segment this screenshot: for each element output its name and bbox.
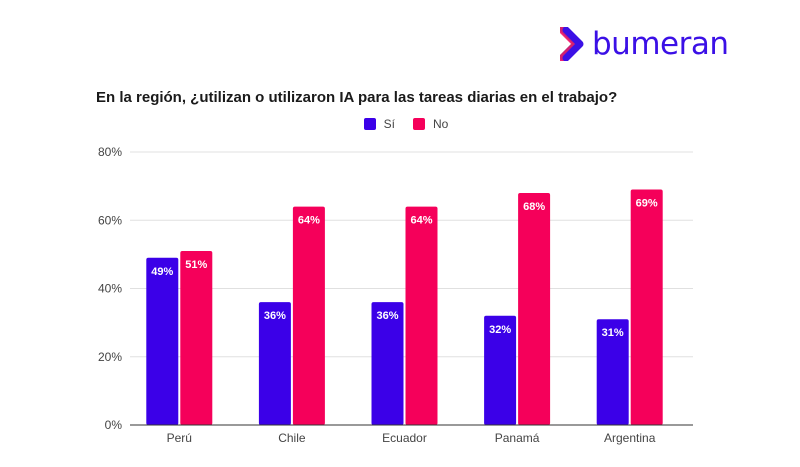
legend-swatch-no: [413, 118, 425, 130]
bar-no: [518, 192, 551, 425]
bar-no: [630, 189, 663, 425]
legend-label-no: No: [433, 117, 449, 131]
legend-label-si: Sí: [383, 117, 395, 131]
bar-no: [405, 206, 438, 425]
y-tick-label: 20%: [98, 350, 122, 364]
y-tick-label: 0%: [105, 418, 123, 432]
bumeran-logo: bumeran: [560, 22, 729, 66]
legend-item-no: No: [413, 117, 448, 131]
data-label: 36%: [376, 310, 398, 322]
bar-no: [180, 250, 213, 425]
legend-item-si: Sí: [363, 117, 395, 131]
data-label: 31%: [602, 327, 624, 339]
bar-si: [371, 302, 404, 425]
bar-si: [258, 302, 291, 425]
x-category-label: Ecuador: [382, 431, 427, 445]
chart-title: En la región, ¿utilizan o utilizaron IA …: [96, 89, 618, 106]
x-category-label: Chile: [278, 431, 306, 445]
y-tick-label: 80%: [98, 145, 122, 159]
y-tick-label: 60%: [98, 213, 122, 227]
x-category-label: Panamá: [495, 431, 540, 445]
data-label: 69%: [636, 198, 658, 210]
brand-name: bumeran: [592, 25, 729, 62]
chevron-right-logo-icon: [560, 27, 584, 61]
data-label: 51%: [185, 259, 207, 271]
bar-si: [146, 257, 179, 425]
bar-si: [484, 315, 517, 425]
data-label: 36%: [264, 310, 286, 322]
data-label: 49%: [151, 266, 173, 278]
data-label: 64%: [298, 215, 320, 227]
x-category-label: Perú: [167, 431, 192, 445]
chart-legend: Sí No: [0, 117, 800, 131]
y-tick-label: 40%: [98, 282, 122, 296]
data-label: 32%: [489, 324, 511, 336]
bar-no: [292, 206, 325, 425]
bar-si: [596, 319, 629, 425]
data-label: 68%: [523, 201, 545, 213]
x-category-label: Argentina: [604, 431, 656, 445]
legend-swatch-si: [363, 118, 376, 130]
data-label: 64%: [410, 215, 432, 227]
